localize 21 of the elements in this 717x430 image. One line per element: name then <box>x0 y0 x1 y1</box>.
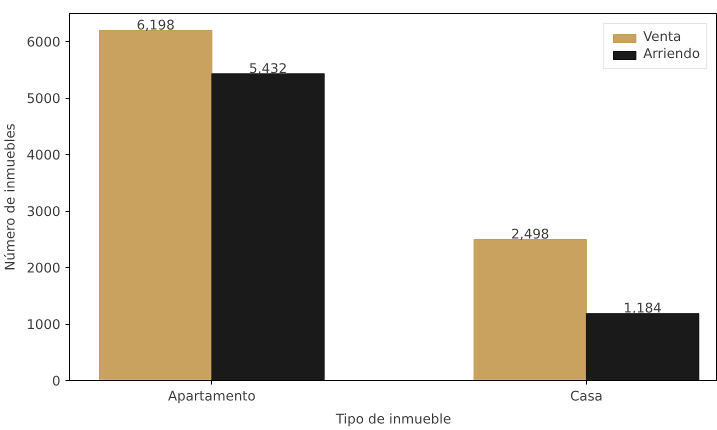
x-tick-label: Casa <box>570 390 603 404</box>
bar <box>98 30 212 380</box>
y-tick-label: 2000 <box>26 262 61 277</box>
bar <box>474 238 587 380</box>
y-tick-label: 3000 <box>26 205 61 220</box>
x-tick-label: Apartamento <box>168 390 256 404</box>
data-label: 2,498 <box>511 227 550 242</box>
y-tick-label: 5000 <box>26 92 61 108</box>
data-label: 6,198 <box>136 18 175 34</box>
y-tick-label: 6000 <box>26 36 61 51</box>
legend-label: Venta <box>643 30 682 45</box>
data-label: 1,184 <box>624 302 662 317</box>
data-label: 5,432 <box>248 62 288 77</box>
y-tick-label: 1000 <box>26 318 61 334</box>
x-axis-title: Tipo de inmueble <box>334 412 452 428</box>
bar <box>211 73 325 380</box>
y-tick-label: 4000 <box>26 148 61 164</box>
legend-label: Arriendo <box>643 47 700 62</box>
y-axis-title: Número de inmuebles <box>4 123 19 271</box>
bar <box>586 313 700 380</box>
y-tick-label: 0 <box>52 374 61 390</box>
